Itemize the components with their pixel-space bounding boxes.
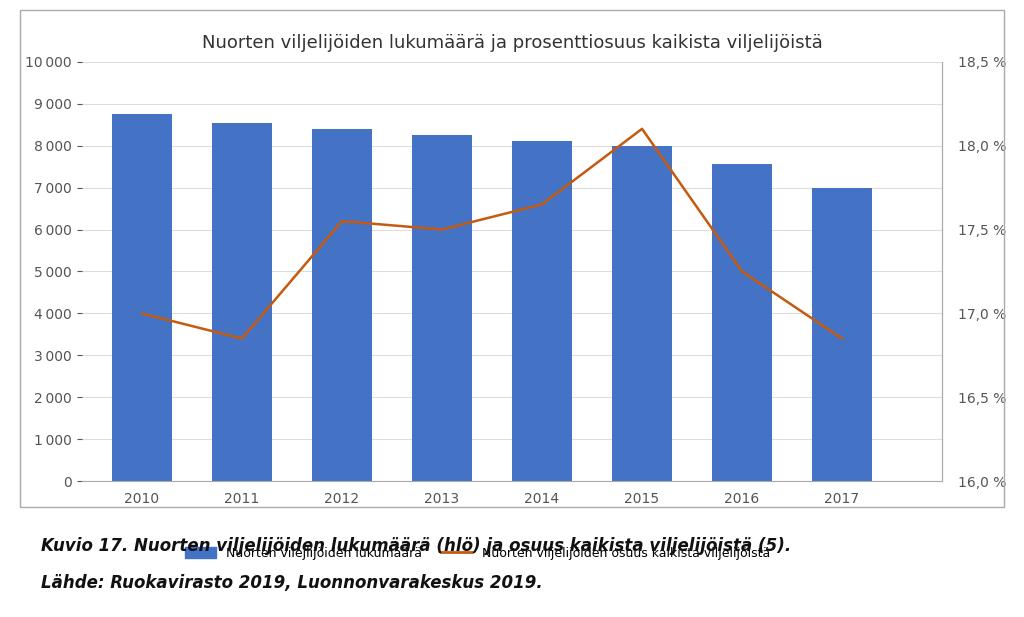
Nuorten viljelijöiden osuus kaikista viljelijöistä	[536, 201, 548, 208]
Nuorten viljelijöiden osuus kaikista viljelijöistä	[236, 335, 248, 342]
Bar	[812, 188, 872, 481]
Legend: Nuorten vilejlijöiden lukumäärä, Nuorten viljelijöiden osuus kaikista viljelijöi: Nuorten vilejlijöiden lukumäärä, Nuorten…	[180, 542, 775, 565]
Nuorten viljelijöiden osuus kaikista viljelijöistä	[136, 310, 148, 317]
Nuorten viljelijöiden osuus kaikista viljelijöistä	[836, 335, 848, 342]
Nuorten viljelijöiden osuus kaikista viljelijöistä	[436, 226, 449, 233]
Bar	[612, 146, 672, 481]
Bar	[412, 135, 472, 481]
Bar	[712, 165, 772, 481]
Nuorten viljelijöiden osuus kaikista viljelijöistä	[636, 125, 648, 133]
Text: Kuvio 17. Nuorten viljelijöiden lukumäärä (hlö) ja osuus kaikista viljelijöistä : Kuvio 17. Nuorten viljelijöiden lukumäär…	[41, 537, 792, 555]
Nuorten viljelijöiden osuus kaikista viljelijöistä	[736, 268, 749, 275]
Nuorten viljelijöiden osuus kaikista viljelijöistä	[336, 217, 348, 225]
Bar	[512, 141, 572, 481]
Bar	[212, 123, 272, 481]
Text: Lähde: Ruokavirasto 2019, Luonnonvarakeskus 2019.: Lähde: Ruokavirasto 2019, Luonnonvarakes…	[41, 574, 543, 592]
Bar	[112, 114, 172, 481]
Line: Nuorten viljelijöiden osuus kaikista viljelijöistä: Nuorten viljelijöiden osuus kaikista vil…	[142, 129, 842, 339]
Bar	[312, 129, 372, 481]
Title: Nuorten viljelijöiden lukumäärä ja prosenttiosuus kaikista viljelijöistä: Nuorten viljelijöiden lukumäärä ja prose…	[202, 34, 822, 52]
